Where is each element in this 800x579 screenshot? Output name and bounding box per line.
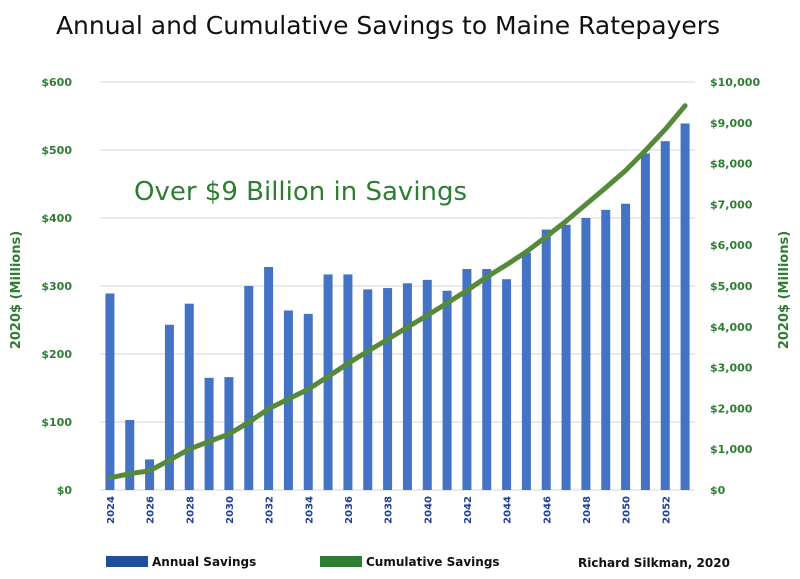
annual-savings-bar (422, 279, 432, 490)
x-tick-label: 2050 (622, 496, 633, 524)
savings-annotation: Over $9 Billion in Savings (134, 177, 467, 207)
right-tick-label: $6,000 (710, 239, 753, 252)
annual-savings-bar (482, 269, 492, 490)
x-tick-label: 2048 (582, 496, 593, 524)
annual-savings-bar (601, 209, 611, 490)
annual-savings-bar (264, 266, 274, 490)
annual-savings-bar (621, 203, 631, 490)
x-tick-label: 2042 (463, 496, 474, 524)
cumulative-savings-series (107, 103, 688, 481)
chart-credit: Richard Silkman, 2020 (578, 556, 730, 570)
right-tick-label: $4,000 (710, 321, 753, 334)
right-tick-label: $5,000 (710, 280, 753, 293)
annual-savings-bar (343, 274, 353, 490)
left-axis-label: 2020$ (Millions) (9, 231, 24, 349)
x-tick-label: 2030 (225, 496, 236, 524)
x-tick-label: 2032 (265, 496, 276, 524)
annual-savings-bar (204, 377, 214, 490)
annual-savings-bar (462, 269, 472, 490)
annual-savings-bar (660, 141, 670, 490)
left-tick-label: $0 (57, 484, 73, 497)
annual-savings-bar (164, 324, 174, 490)
annual-savings-bar (145, 459, 155, 490)
left-tick-label: $600 (41, 76, 72, 89)
left-tick-label: $100 (41, 416, 72, 429)
legend-label-cumulative: Cumulative Savings (366, 555, 500, 569)
x-tick-label: 2026 (146, 496, 157, 524)
annual-savings-bar (561, 224, 571, 491)
x-tick-label: 2038 (384, 496, 395, 524)
right-tick-label: $7,000 (710, 198, 753, 211)
x-tick-label: 2024 (106, 496, 117, 524)
legend-label-annual: Annual Savings (152, 555, 256, 569)
right-tick-label: $9,000 (710, 117, 753, 130)
annual-savings-bar (363, 289, 373, 490)
right-tick-label: $2,000 (710, 402, 753, 415)
right-tick-label: $3,000 (710, 362, 753, 375)
annual-savings-bar (244, 286, 254, 490)
x-tick-label: 2044 (503, 496, 514, 524)
annual-savings-bar (125, 419, 135, 490)
legend-swatch-annual (106, 556, 148, 567)
right-axis-ticks: $0 $1,000 $2,000 $3,000 $4,000 $5,000 $6,000 $7… (710, 76, 760, 497)
annual-savings-bar (502, 279, 512, 490)
gridlines (100, 81, 695, 491)
annual-savings-bar (383, 288, 393, 490)
annual-savings-bar (303, 313, 313, 490)
right-tick-label: $10,000 (710, 76, 760, 89)
x-tick-label: 2040 (423, 496, 434, 524)
annual-savings-bar (581, 218, 591, 490)
left-tick-label: $400 (41, 212, 72, 225)
left-axis-ticks: $0 $100 $200 $300 $400 $500 $600 (41, 76, 72, 497)
x-tick-label: 2052 (661, 496, 672, 524)
x-tick-label: 2034 (304, 496, 315, 524)
x-tick-label: 2036 (344, 496, 355, 524)
annual-savings-bar (640, 153, 650, 490)
annual-savings-bar (680, 123, 690, 490)
right-axis-label: 2020$ (Millions) (777, 231, 792, 349)
annual-savings-bar (323, 274, 333, 490)
legend-swatch-cumulative (320, 556, 362, 567)
right-tick-label: $1,000 (710, 443, 753, 456)
annual-savings-bar (521, 252, 531, 490)
left-tick-label: $200 (41, 348, 72, 361)
left-tick-label: $500 (41, 144, 72, 157)
x-tick-label: 2046 (542, 496, 553, 524)
x-axis-ticks: 2024 2026 2028 2030 2032 2034 2036 2038 2040 2042… (106, 496, 672, 524)
left-tick-label: $300 (41, 280, 72, 293)
cumulative-savings-line (107, 103, 688, 481)
annual-savings-bar (184, 303, 194, 490)
annual-savings-bar (541, 229, 551, 490)
right-tick-label: $0 (710, 484, 726, 497)
annual-savings-bar (105, 293, 115, 490)
chart-title: Annual and Cumulative Savings to Maine R… (56, 11, 720, 40)
annual-savings-bar (442, 290, 452, 490)
annual-savings-bar (402, 283, 412, 490)
right-tick-label: $8,000 (710, 158, 753, 171)
x-tick-label: 2028 (185, 496, 196, 524)
